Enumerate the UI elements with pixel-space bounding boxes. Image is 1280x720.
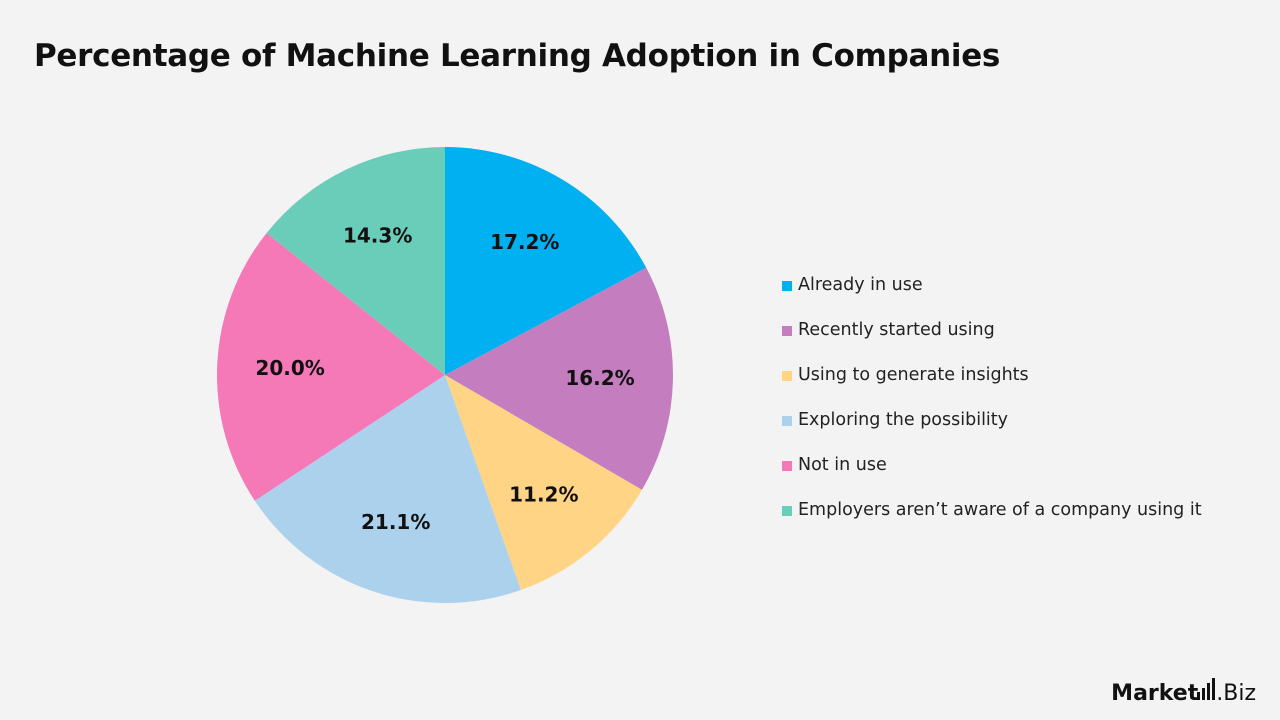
- pie-slice-5: [217, 233, 445, 501]
- slice-value-label: 11.2%: [509, 482, 578, 506]
- legend-swatch: [782, 371, 792, 381]
- slice-value-label: 17.2%: [490, 230, 559, 254]
- legend-swatch: [782, 506, 792, 516]
- slice-value-label: 16.2%: [565, 366, 634, 390]
- chart-title: Percentage of Machine Learning Adoption …: [34, 38, 1001, 74]
- legend-label: Using to generate insights: [798, 365, 1029, 385]
- legend-item: Already in use: [782, 274, 1202, 319]
- pie-slice-6: [266, 147, 445, 375]
- legend-item: Exploring the possibility: [782, 409, 1202, 454]
- legend-swatch: [782, 326, 792, 336]
- bar-chart-icon: [1197, 678, 1216, 706]
- slice-value-label: 21.1%: [361, 510, 430, 534]
- logo-suffix-text: .Biz: [1216, 681, 1256, 706]
- pie-slice-1: [445, 147, 647, 375]
- pie-slice-4: [254, 375, 521, 603]
- pie-slice-2: [445, 267, 673, 490]
- slice-value-label: 14.3%: [343, 223, 412, 247]
- legend-swatch: [782, 416, 792, 426]
- legend-swatch: [782, 281, 792, 291]
- legend-label: Recently started using: [798, 320, 995, 340]
- legend-label: Not in use: [798, 455, 887, 475]
- pie-slice-3: [445, 375, 642, 591]
- chart-legend: Already in use Recently started using Usin…: [782, 274, 1202, 544]
- legend-item: Recently started using: [782, 319, 1202, 364]
- legend-swatch: [782, 461, 792, 471]
- brand-logo: Market .Biz: [1111, 678, 1256, 706]
- legend-item: Using to generate insights: [782, 364, 1202, 409]
- legend-label: Exploring the possibility: [798, 410, 1009, 430]
- legend-label: Employers aren’t aware of a company usin…: [798, 500, 1202, 520]
- legend-label: Already in use: [798, 275, 923, 295]
- legend-item: Employers aren’t aware of a company usin…: [782, 499, 1202, 544]
- logo-brand-text: Market: [1111, 681, 1199, 706]
- legend-item: Not in use: [782, 454, 1202, 499]
- slice-value-label: 20.0%: [255, 356, 324, 380]
